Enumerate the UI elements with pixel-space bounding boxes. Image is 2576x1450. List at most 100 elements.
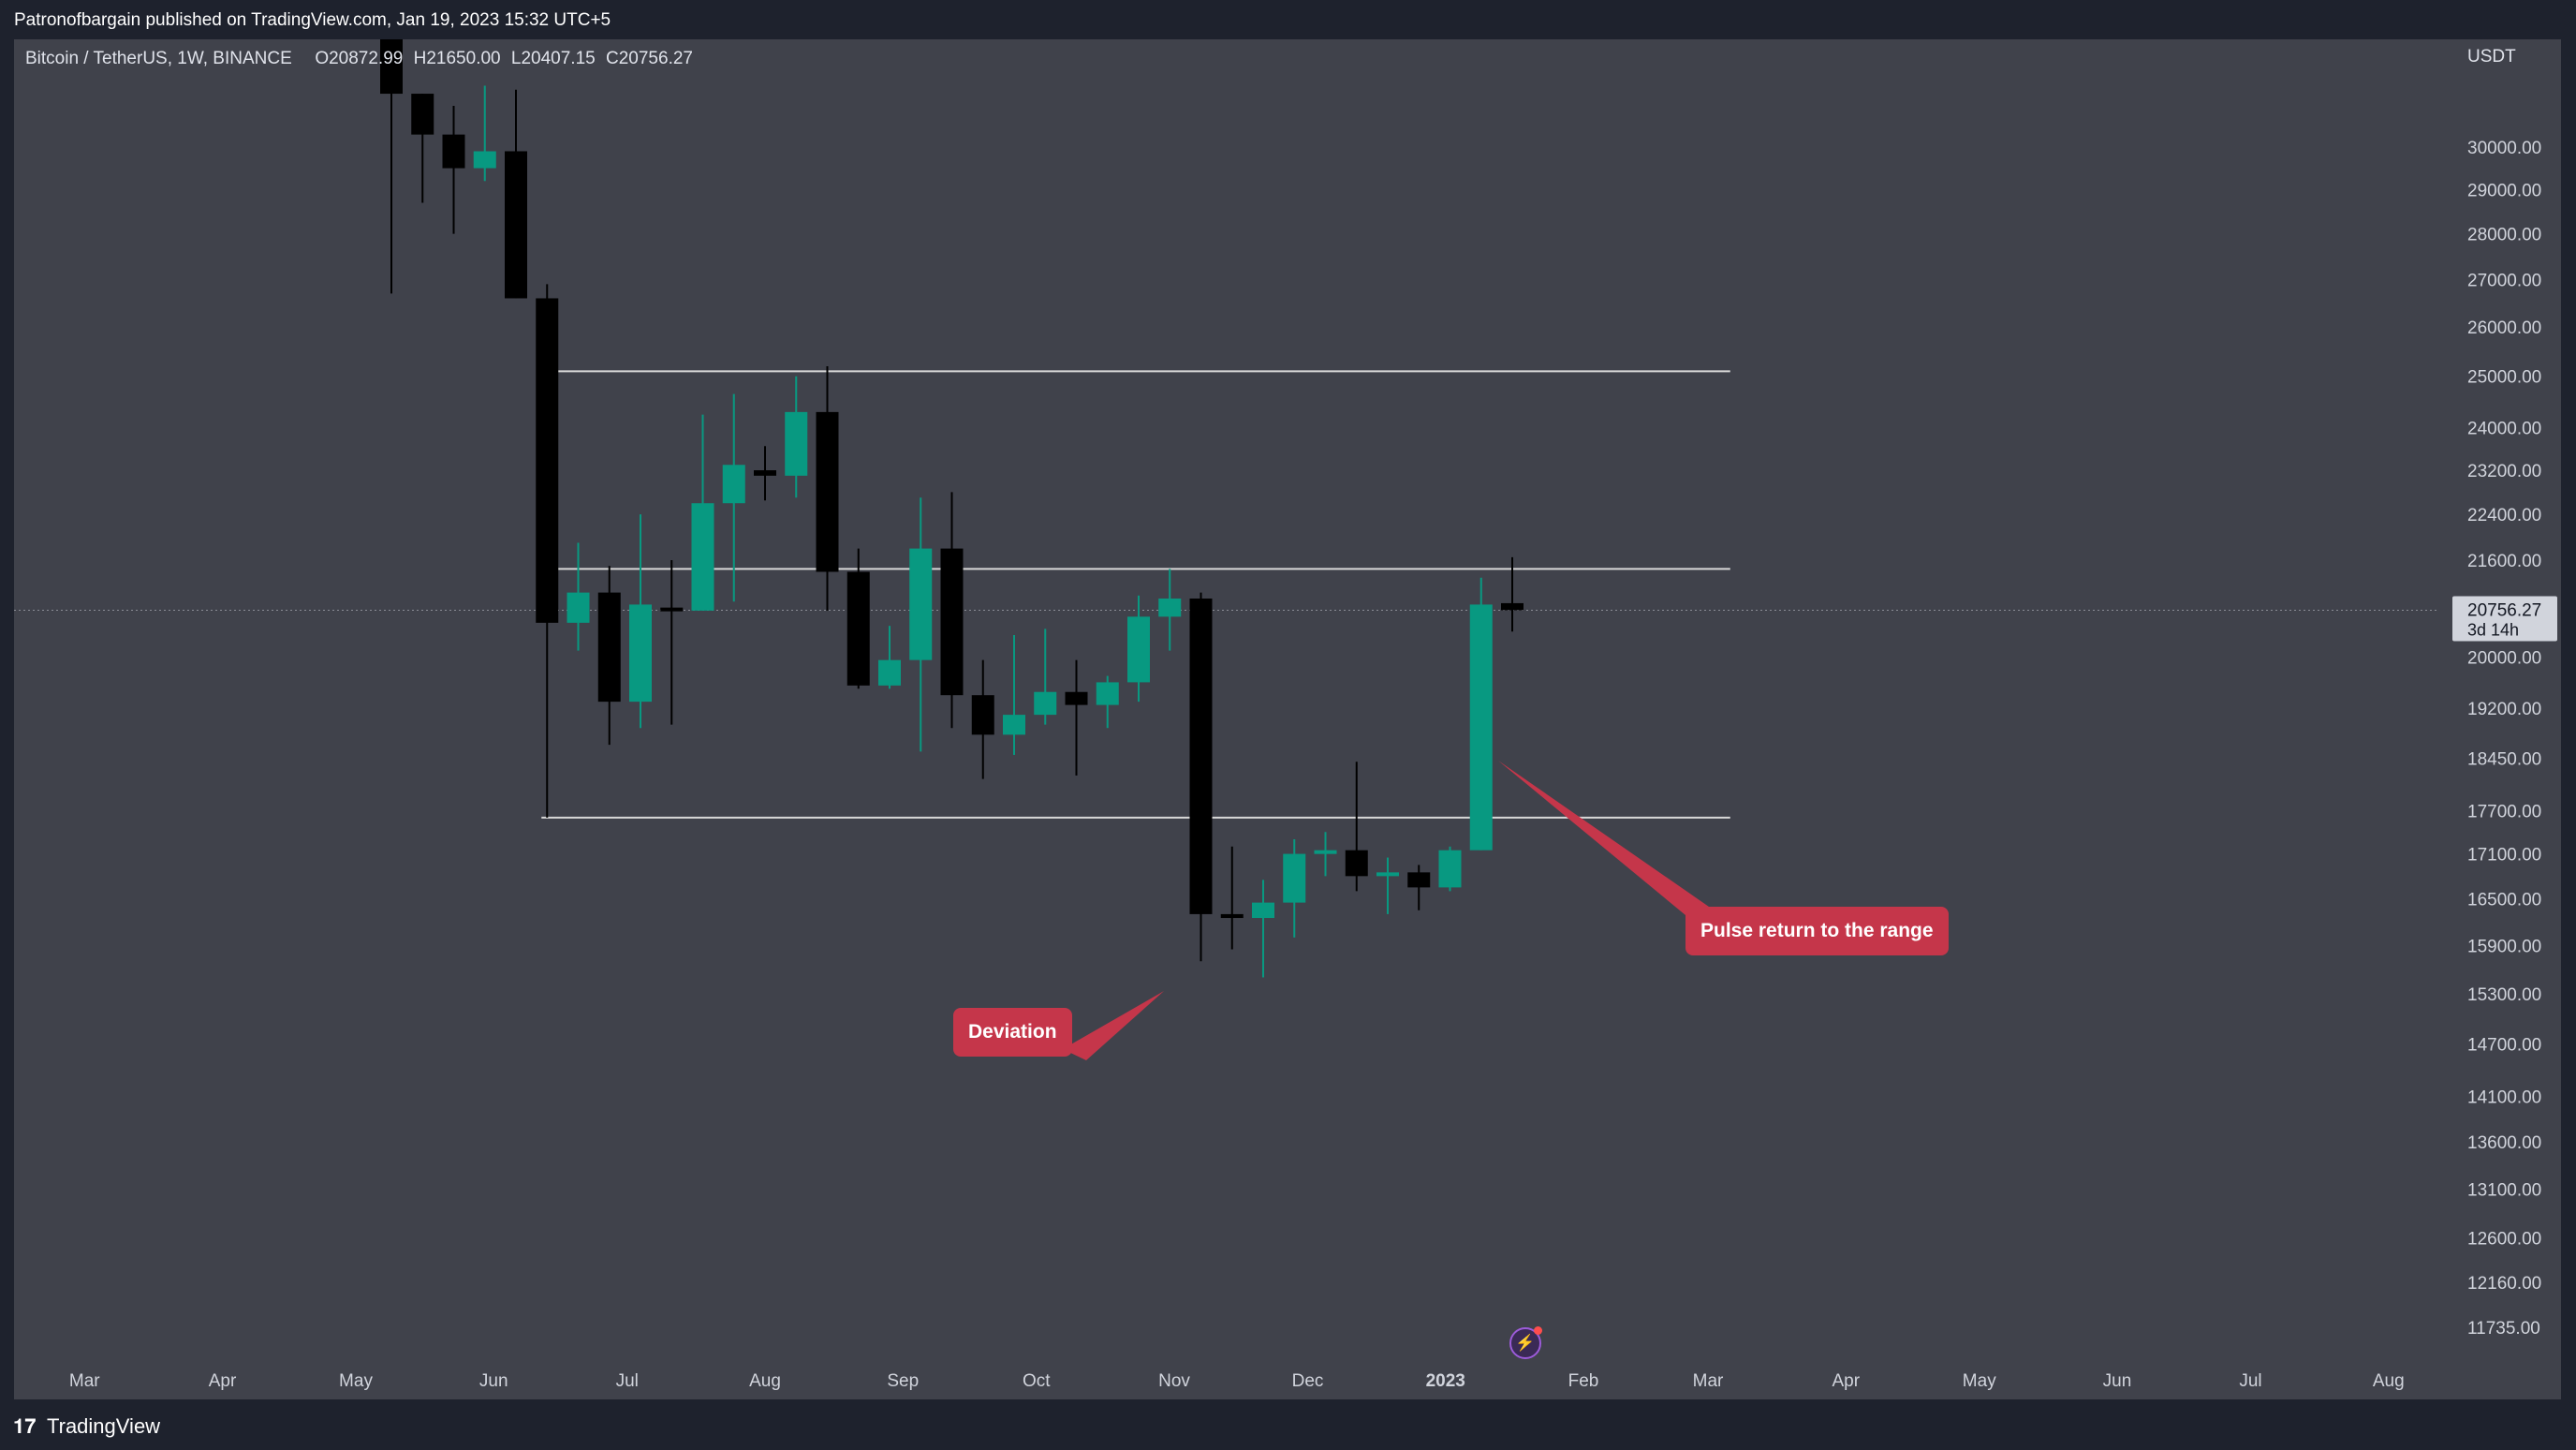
candlestick-chart[interactable]: 30000.00 29000.00 28000.00 27000.00 26000.00… [14,39,2561,1399]
candle-body-36 [1469,604,1493,851]
pulse-callout[interactable]: Pulse return to the range [1685,907,1949,955]
price-tick-16: 16500.00 [2467,891,2541,910]
candle-body-6 [536,298,559,623]
candle-body-33 [1376,872,1399,877]
publish-info: Patronofbargain published on TradingView… [14,10,611,30]
candle-body-8 [597,592,621,703]
price-tick-11: 20000.00 [2467,648,2541,668]
brand-name[interactable]: TradingView [47,1414,161,1438]
price-tick-2: 29000.00 [2467,182,2541,201]
time-tick-17: Jul [2239,1371,2261,1391]
price-tick-8: 23200.00 [2467,462,2541,481]
candle-body-29 [1252,902,1274,919]
time-tick-6: Aug [749,1371,781,1391]
price-tick-21: 13600.00 [2467,1133,2541,1153]
candle-body-32 [1345,850,1368,877]
time-tick-1: Mar [69,1371,100,1391]
candle-body-5 [505,151,527,299]
price-tick-18: 15300.00 [2467,985,2541,1005]
symbol-name[interactable]: Bitcoin / TetherUS, 1W, BINANCE [25,49,292,68]
candle-body-17 [878,659,901,686]
publish-bar: Patronofbargain published on TradingView… [0,0,2576,39]
candle-body-25 [1127,616,1150,683]
price-tick-23: 12600.00 [2467,1230,2541,1250]
candle-body-24 [1096,682,1119,705]
candle-body-31 [1314,850,1337,854]
price-tick-3: 28000.00 [2467,226,2541,245]
candle-body-28 [1220,913,1244,919]
price-tick-24: 12160.00 [2467,1274,2541,1294]
time-tick-18: Aug [2373,1371,2405,1391]
candle-body-14 [785,411,808,476]
time-tick-12: Feb [1568,1371,1599,1391]
price-tick-17: 15900.00 [2467,937,2541,956]
current-price-value: 20756.27 [2467,600,2541,620]
flash-icon[interactable]: ⚡ [1509,1326,1542,1359]
footer-bar: 𝟏𝟕 TradingView [0,1399,2576,1450]
candle-body-21 [1003,715,1025,735]
candle-body-10 [660,607,684,612]
time-tick-11: 2023 [1426,1371,1465,1391]
price-tick-12: 19200.00 [2467,700,2541,719]
price-tick-15: 17100.00 [2467,846,2541,866]
candle-body-13 [754,470,776,476]
candle-body-30 [1283,853,1306,903]
candle-body-4 [473,151,496,169]
candle-body-18 [909,548,933,660]
close-label: C [606,49,619,68]
time-tick-7: Sep [887,1371,919,1391]
candle-body-16 [846,571,870,686]
candle-body-34 [1407,872,1431,888]
price-tick-9: 22400.00 [2467,506,2541,525]
price-tick-10: 21600.00 [2467,552,2541,571]
low-value: 20407.15 [521,49,596,68]
candle-body-7 [567,592,590,623]
candle-body-26 [1158,598,1182,617]
price-tick-13: 18450.00 [2467,750,2541,770]
candle-body-1 [380,39,403,95]
candle-body-9 [629,604,652,703]
time-tick-3: May [339,1371,373,1391]
high-label: H [413,49,427,68]
time-tick-15: May [1963,1371,1996,1391]
candle-body-20 [971,695,994,735]
tradingview-logo-icon[interactable]: 𝟏𝟕 [13,1414,37,1438]
time-tick-13: Mar [1693,1371,1724,1391]
price-tick-14: 17700.00 [2467,802,2541,821]
price-tick-25: 11735.00 [2467,1319,2540,1339]
close-value: 20756.27 [618,49,693,68]
candle-body-15 [816,411,839,572]
time-tick-10: Dec [1292,1371,1324,1391]
notification-dot [1534,1326,1542,1335]
open-value: 20872.99 [329,49,404,68]
candle-body-3 [442,134,465,169]
plot-area [14,39,2439,1060]
time-tick-5: Jul [616,1371,639,1391]
time-tick-14: Apr [1832,1371,1860,1391]
open-label: O [315,49,330,68]
candle-body-27 [1189,598,1213,914]
high-value: 21650.00 [426,49,501,68]
candle-body-19 [940,548,964,696]
chart-pane[interactable]: 30000.00 29000.00 28000.00 27000.00 26000.00… [14,39,2561,1399]
candle-body-23 [1065,691,1088,705]
symbol-legend: Bitcoin / TetherUS, 1W, BINANCE O20872.9… [25,49,693,69]
current-price-badge [2452,596,2557,642]
price-tick-22: 13100.00 [2467,1180,2541,1200]
candle-body-22 [1034,691,1057,716]
low-label: L [510,49,522,68]
price-tick-4: 27000.00 [2467,271,2541,290]
price-tick-1: 30000.00 [2467,139,2541,158]
candle-body-37 [1501,602,1524,611]
currency-label[interactable]: USDT [2467,47,2516,67]
candle-body-2 [411,94,434,135]
bar-countdown: 3d 14h [2467,620,2519,639]
deviation-pointer [1063,991,1164,1060]
candle-body-35 [1438,850,1462,888]
pulse-pointer [1498,761,1709,931]
time-tick-9: Nov [1158,1371,1190,1391]
price-tick-6: 25000.00 [2467,368,2541,388]
deviation-callout[interactable]: Deviation [953,1008,1072,1057]
price-tick-19: 14700.00 [2467,1036,2541,1056]
candle-body-12 [722,465,745,504]
